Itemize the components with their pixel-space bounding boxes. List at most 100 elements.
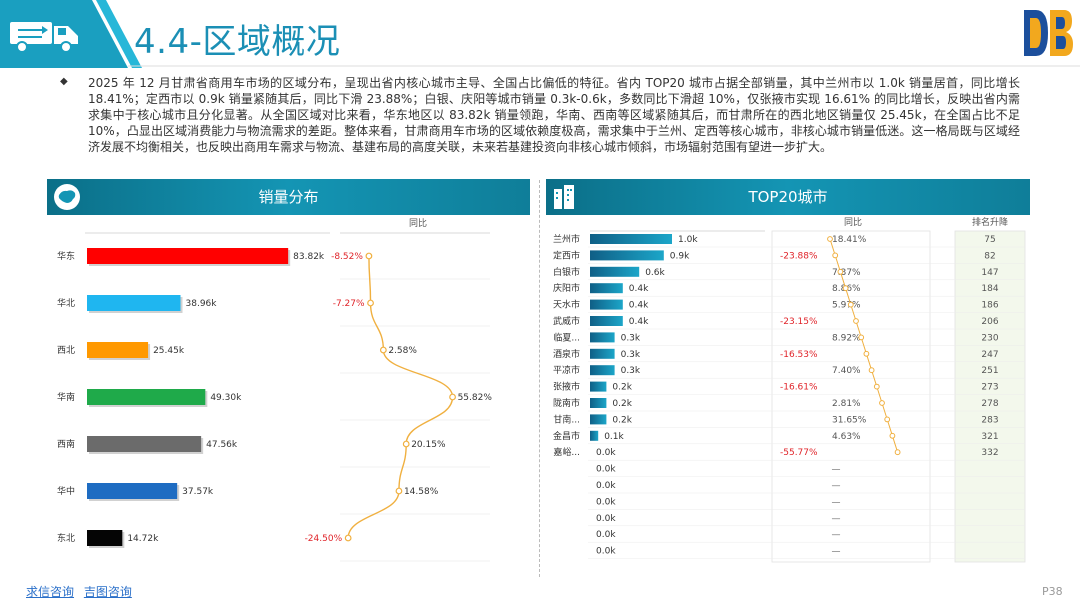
city-label: 嘉峪... [553,446,580,458]
yoy-point [379,346,387,354]
city-value-label: 0.3k [621,350,641,360]
city-bar [590,250,664,261]
city-value-label: 0.0k [596,514,616,524]
city-label: 甘南... [553,413,580,425]
region-label: 东北 [57,532,75,544]
city-value-label: 0.3k [621,333,641,343]
rank-label: 278 [981,399,998,409]
region-value-label: 37.57k [182,487,214,497]
rank-label: 75 [984,235,995,245]
city-label: 武威市 [553,315,580,327]
right-panel-header: TOP20城市 [546,179,1030,215]
city-bar [590,234,672,244]
yoy-label: 55.82% [458,393,493,403]
building-icon [554,185,574,209]
panel-divider [539,180,540,577]
yoy-column-bg [771,230,931,563]
city-value-label: 0.0k [596,448,616,458]
page-number: P38 [1042,585,1063,598]
city-yoy-point [873,383,880,390]
city-value-label: 0.0k [596,465,616,475]
rank-column-bg [954,230,1026,563]
city-value-label: 0.4k [629,284,649,294]
summary-paragraph: 2025 年 12 月甘肃省商用车市场的区域分布，呈现出省内核心城市主导、全国占… [60,75,1020,155]
region-value-label: 25.45k [153,346,185,356]
yoy-point [449,393,456,401]
region-label: 华北 [57,297,75,309]
city-yoy-point [858,334,865,341]
region-bar [87,436,202,452]
rank-label: 186 [981,301,998,311]
city-yoy-label: 18.41% [832,235,867,245]
city-yoy-point [863,350,870,357]
region-bar [87,295,181,311]
region-value-label: 47.56k [206,440,238,450]
footer-link-jitu[interactable]: 吉图咨询 [83,585,132,599]
right-panel-title: TOP20城市 [748,188,828,206]
city-yoy-point [889,432,896,439]
city-value-label: 0.0k [596,481,616,491]
city-yoy-point [884,416,891,423]
rank-label: 230 [981,333,998,343]
city-label: 临夏... [553,331,580,343]
footer-link-qiuxin[interactable]: 求信咨询 [26,585,75,599]
footer-links: 求信咨询 吉图咨询 [26,583,138,600]
yoy-point [402,440,410,448]
brand-logo-icon [1024,10,1073,56]
yoy-label: -24.50% [305,534,343,544]
city-label: 庆阳市 [553,282,580,294]
yoy-point [367,299,374,307]
rank-label: 321 [981,432,998,442]
yoy-point [395,487,403,495]
region-value-label: 14.72k [127,534,159,544]
city-label: 张掖市 [553,381,580,393]
city-yoy-dash: — [832,465,841,475]
yoy-header: 同比 [409,217,427,229]
yoy-label: 14.58% [404,487,439,497]
bullet-icon: ◆ [60,76,68,87]
city-label: 白银市 [553,266,580,278]
yoy-label: 20.15% [411,440,446,450]
rank-label: 273 [981,383,998,393]
city-value-label: 0.0k [596,497,616,507]
city-bar [590,365,615,376]
city-yoy-header: 同比 [844,216,862,228]
page-title: 4.4-区域概况 [134,22,341,62]
city-bar [590,430,599,441]
city-value-label: 0.9k [670,251,690,261]
region-bar [87,342,149,358]
city-label: 金昌市 [553,430,580,442]
region-value-label: 38.96k [186,299,218,309]
city-yoy-label: 2.81% [832,399,861,409]
city-value-label: 0.2k [612,415,632,425]
city-yoy-dash: — [832,497,841,507]
rank-label: 247 [981,350,998,360]
city-bar [590,398,607,408]
city-label: 天水市 [553,299,580,311]
rank-label: 332 [981,448,998,458]
city-label: 酒泉市 [553,348,580,360]
city-yoy-dash: — [832,481,841,491]
city-yoy-point [853,318,859,324]
city-label: 平凉市 [553,364,580,376]
city-yoy-label: -16.61% [780,383,818,393]
city-yoy-point [879,400,885,406]
yoy-point [344,534,352,542]
city-label: 定西市 [553,249,580,261]
city-label: 兰州市 [553,233,580,245]
city-yoy-label: 7.37% [832,268,861,278]
city-yoy-label: 7.40% [832,366,861,376]
city-bar [590,348,615,359]
region-bar [87,389,206,405]
city-yoy-label: 31.65% [832,415,867,425]
yoy-point [365,252,373,260]
city-bar [590,332,615,343]
city-value-label: 0.2k [612,399,632,409]
region-label: 华中 [57,485,75,497]
rank-label: 82 [984,251,995,261]
region-label: 华东 [57,250,75,262]
city-yoy-label: -23.15% [780,317,818,327]
city-value-label: 0.1k [604,432,624,442]
